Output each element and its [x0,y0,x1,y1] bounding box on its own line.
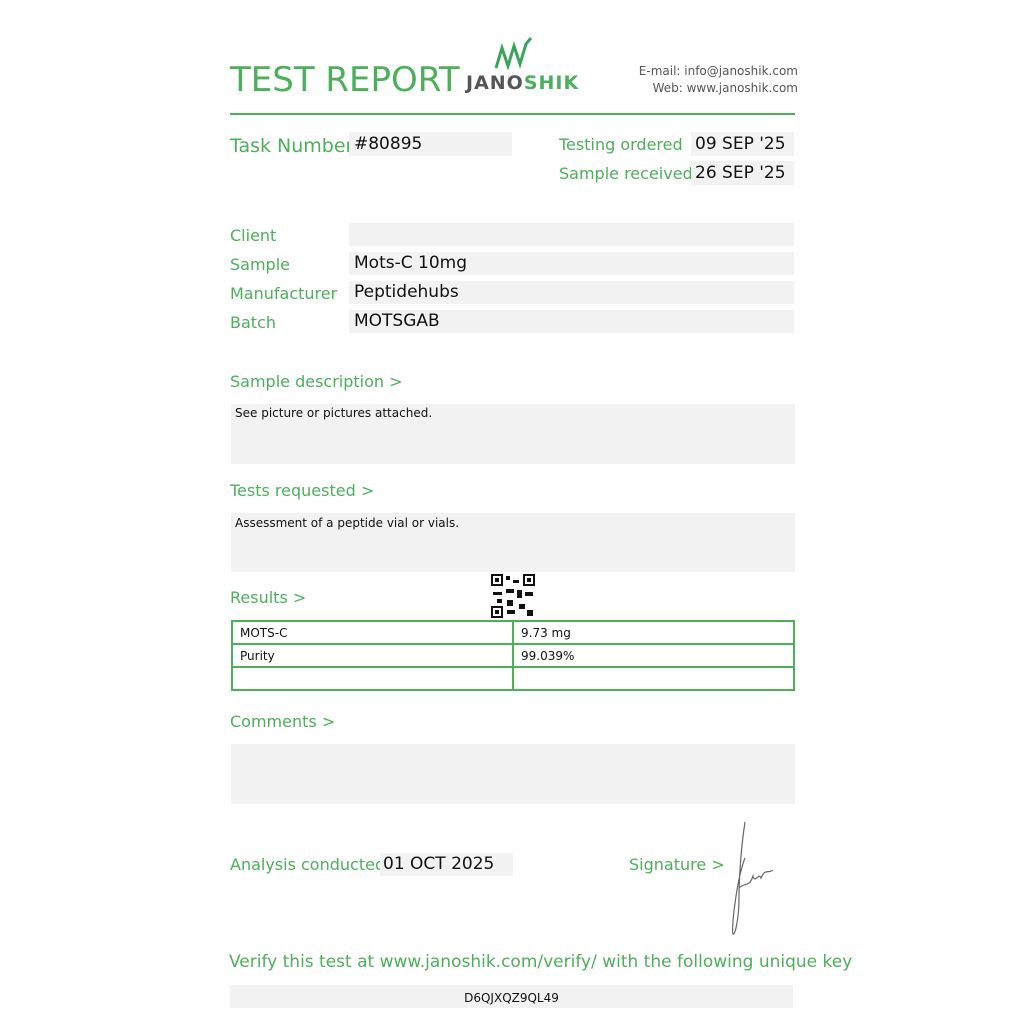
task-value: #80895 [354,134,423,154]
table-row: MOTS-C 9.73 mg [231,620,795,645]
results-table: MOTS-C 9.73 mg Purity 99.039% [231,620,795,691]
result-name: Purity [231,643,514,668]
results-label: Results > [230,588,307,607]
analysis-value: 01 OCT 2025 [383,854,495,874]
sample-value: Mots-C 10mg [354,253,467,273]
client-label: Client [230,226,277,245]
table-row: Purity 99.039% [231,643,795,668]
logo-green: SHIK [523,72,580,94]
qr-code-icon [491,574,535,618]
result-value [512,666,795,691]
tests-requested-label: Tests requested > [230,481,375,500]
result-value: 9.73 mg [512,620,795,645]
result-name: MOTS-C [231,620,514,645]
comments-box [231,744,795,804]
sample-description-text: See picture or pictures attached. [235,406,433,420]
tests-requested-text: Assessment of a peptide vial or vials. [235,516,460,530]
logo-dark: JANO [466,72,524,94]
ordered-label: Testing ordered > [559,135,707,154]
email: E-mail: info@janoshik.com [638,64,798,78]
result-value: 99.039% [512,643,795,668]
comments-label: Comments > [230,712,336,731]
result-name [231,666,514,691]
received-value: 26 SEP '25 [695,163,786,183]
sample-description-label: Sample description > [230,372,403,391]
report-title: TEST REPORT [230,60,460,100]
web: Web: www.janoshik.com [652,81,798,95]
analysis-label: Analysis conducted > [230,855,404,874]
divider [230,113,795,115]
verify-key: D6QJXQZ9QL49 [464,991,559,1005]
manufacturer-label: Manufacturer [230,284,338,303]
received-label: Sample received > [559,164,712,183]
logo-text: JANOSHIK [466,72,579,94]
batch-value: MOTSGAB [354,311,440,331]
verify-text: Verify this test at www.janoshik.com/ver… [229,952,853,972]
sample-label: Sample [230,255,290,274]
ordered-value: 09 SEP '25 [695,134,786,154]
janoshik-logo-icon [494,37,533,70]
task-label: Task Number [230,135,354,157]
signature-label: Signature > [629,855,725,874]
batch-label: Batch [230,313,276,332]
manufacturer-value: Peptidehubs [354,282,459,302]
table-row [231,666,795,691]
signature-image [732,821,774,935]
